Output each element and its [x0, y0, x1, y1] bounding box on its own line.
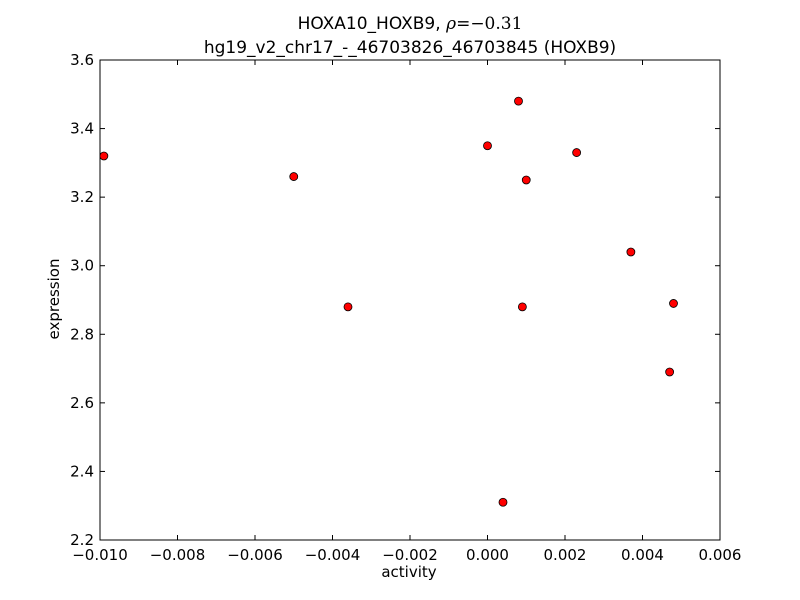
x-tick-label: −0.004 — [305, 546, 361, 564]
scatter-point — [289, 172, 299, 181]
scatter-point — [498, 497, 508, 507]
chart-title-rho: ρ — [445, 14, 456, 34]
scatter-point — [343, 302, 353, 312]
y-tick-label: 2.4 — [70, 462, 94, 480]
x-tick-label: −0.006 — [227, 546, 283, 564]
scatter-point — [99, 151, 109, 161]
x-tick-label: 0.000 — [466, 546, 509, 564]
y-tick-labels: 2.2 2.4 2.6 2.8 3.0 3.2 3.4 3.6 — [70, 51, 94, 549]
y-tick-label: 3.2 — [70, 188, 94, 206]
x-tick-labels: −0.010 −0.008 −0.006 −0.004 −0.002 0.000 0.002… — [72, 546, 741, 564]
y-tick-label: 3.6 — [70, 51, 94, 69]
y-tick-label: 3.4 — [70, 120, 94, 138]
chart-title-line1: HOXA10_HOXB9, ρ=−0.31 — [298, 14, 523, 34]
chart-title-line2: hg19_v2_chr17_-_46703826_46703845 (HOXB9… — [204, 38, 616, 58]
x-axis-label: activity — [381, 563, 436, 581]
scatter-point — [521, 175, 531, 185]
scatter-point — [572, 148, 582, 157]
plot-area-frame — [99, 59, 721, 541]
chart-title-equals: = — [456, 14, 470, 34]
x-tick-label: 0.006 — [699, 546, 742, 564]
chart-title-prefix: HOXA10_HOXB9, — [298, 14, 447, 34]
scatter-point — [517, 302, 527, 312]
scatter-point — [665, 367, 675, 377]
x-tick-label: −0.002 — [382, 546, 438, 564]
scatter-point — [514, 96, 523, 106]
x-tick-label: −0.008 — [150, 546, 206, 564]
scatter-point — [626, 247, 636, 257]
y-tick-label: 2.2 — [70, 531, 94, 549]
scatter-point — [669, 299, 678, 308]
x-tick-label: −0.010 — [72, 546, 128, 564]
x-tick-label: 0.004 — [621, 546, 664, 564]
x-tick-label: 0.002 — [544, 546, 587, 564]
y-tick-label: 3.0 — [70, 257, 94, 275]
scatter-point — [483, 141, 492, 151]
axis-ticks — [99, 59, 721, 541]
data-points — [99, 96, 678, 507]
y-axis-label: expression — [45, 259, 63, 340]
y-tick-label: 2.6 — [70, 394, 94, 412]
chart-title-value: −0.31 — [470, 14, 522, 34]
y-tick-label: 2.8 — [70, 325, 94, 343]
